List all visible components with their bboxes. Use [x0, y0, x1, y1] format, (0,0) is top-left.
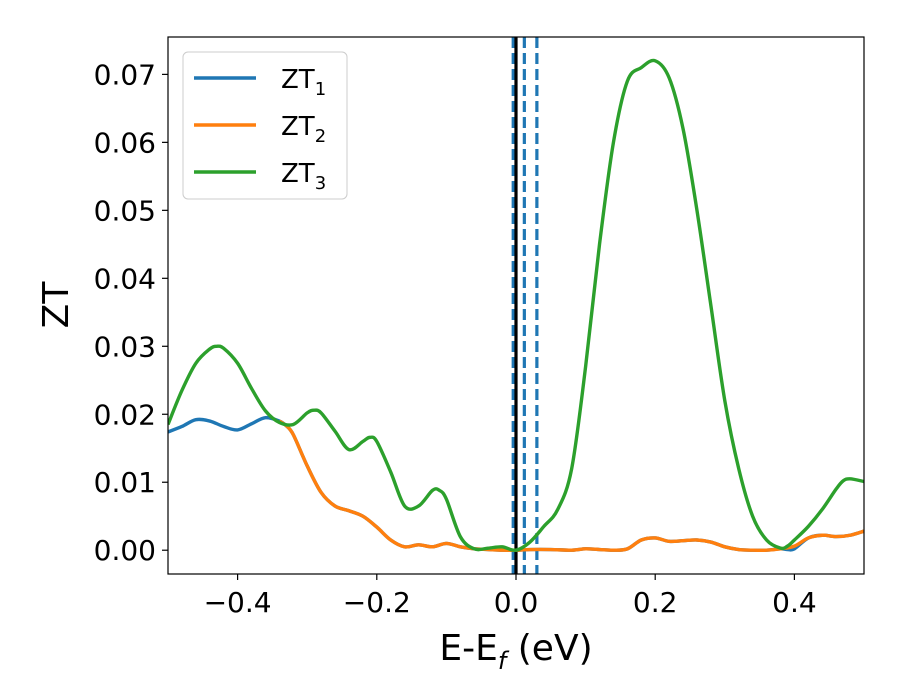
- x-tick-label: −0.2: [343, 586, 411, 619]
- y-tick-label: 0.03: [94, 330, 156, 363]
- x-tick-label: 0.2: [633, 586, 678, 619]
- x-axis-label: E-Ef (eV): [439, 628, 592, 675]
- y-tick-label: 0.06: [94, 126, 156, 159]
- reference-lines: [511, 37, 539, 574]
- legend: ZT1 ZT2 ZT3: [182, 51, 348, 200]
- x-tick-label: −0.4: [204, 586, 272, 619]
- y-tick-label: 0.02: [94, 398, 156, 431]
- legend-label-zt2: ZT2: [281, 112, 326, 147]
- y-tick-label: 0.01: [94, 466, 156, 499]
- x-axis-ticks: −0.4 −0.2 0.0 0.2 0.4: [204, 574, 817, 619]
- y-axis-ticks: 0.00 0.01 0.02 0.03 0.04 0.05 0.06 0.07: [94, 58, 168, 567]
- y-tick-label: 0.04: [94, 262, 156, 295]
- y-tick-label: 0.05: [94, 194, 156, 227]
- x-tick-label: 0.0: [494, 586, 539, 619]
- x-tick-label: 0.4: [772, 586, 817, 619]
- series-lines: [168, 58, 864, 553]
- y-axis-label: ZT: [36, 281, 77, 329]
- legend-label-zt3: ZT3: [281, 159, 326, 194]
- series-line-zt2: [278, 419, 864, 553]
- y-tick-label: 0.00: [94, 534, 156, 567]
- legend-label-zt1: ZT1: [281, 65, 326, 100]
- series-line-zt3: [168, 58, 864, 553]
- y-tick-label: 0.07: [94, 58, 156, 91]
- legend-box: [182, 51, 348, 200]
